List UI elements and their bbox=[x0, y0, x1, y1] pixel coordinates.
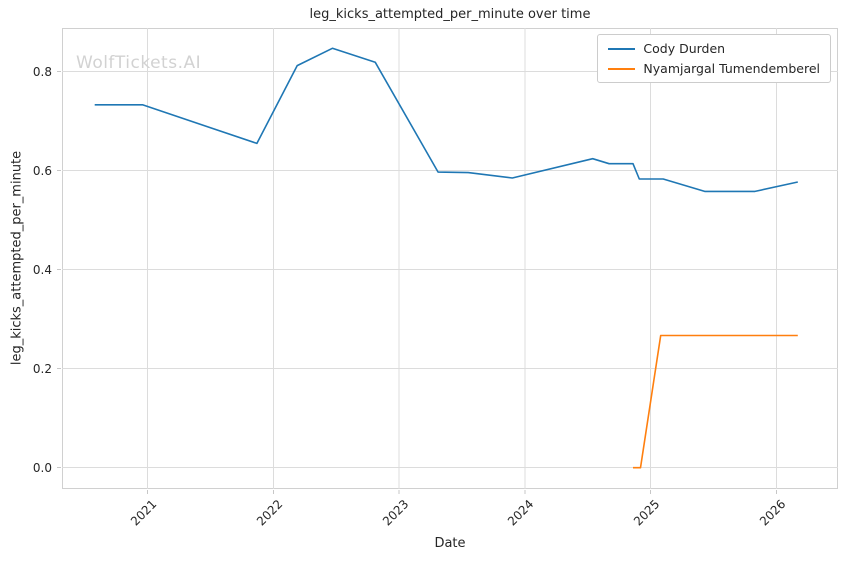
y-tick-label: 0.0 bbox=[32, 460, 52, 475]
legend-item: Nyamjargal Tumendemberel bbox=[608, 61, 820, 76]
series-line-nyamjargal-tumendemberel bbox=[633, 334, 798, 469]
y-tick-label: 0.4 bbox=[32, 262, 52, 277]
chart-title: leg_kicks_attempted_per_minute over time bbox=[309, 7, 591, 22]
y-axis-label: leg_kicks_attempted_per_minute bbox=[9, 150, 25, 366]
legend-line-swatch bbox=[608, 47, 636, 50]
y-tick-label: 0.6 bbox=[32, 163, 52, 178]
legend-label: Nyamjargal Tumendemberel bbox=[643, 61, 820, 76]
legend-item: Cody Durden bbox=[608, 41, 820, 56]
legend-line-swatch bbox=[608, 67, 636, 70]
x-axis-label: Date bbox=[434, 536, 466, 551]
watermark: WolfTickets.AI bbox=[76, 53, 202, 73]
y-tick-label: 0.8 bbox=[32, 64, 52, 79]
plot-area bbox=[62, 28, 838, 489]
legend-label: Cody Durden bbox=[643, 41, 726, 56]
legend: Cody Durden Nyamjargal Tumendemberel bbox=[597, 34, 831, 83]
series-line-cody-durden bbox=[94, 47, 798, 193]
y-tick-label: 0.2 bbox=[32, 361, 52, 376]
